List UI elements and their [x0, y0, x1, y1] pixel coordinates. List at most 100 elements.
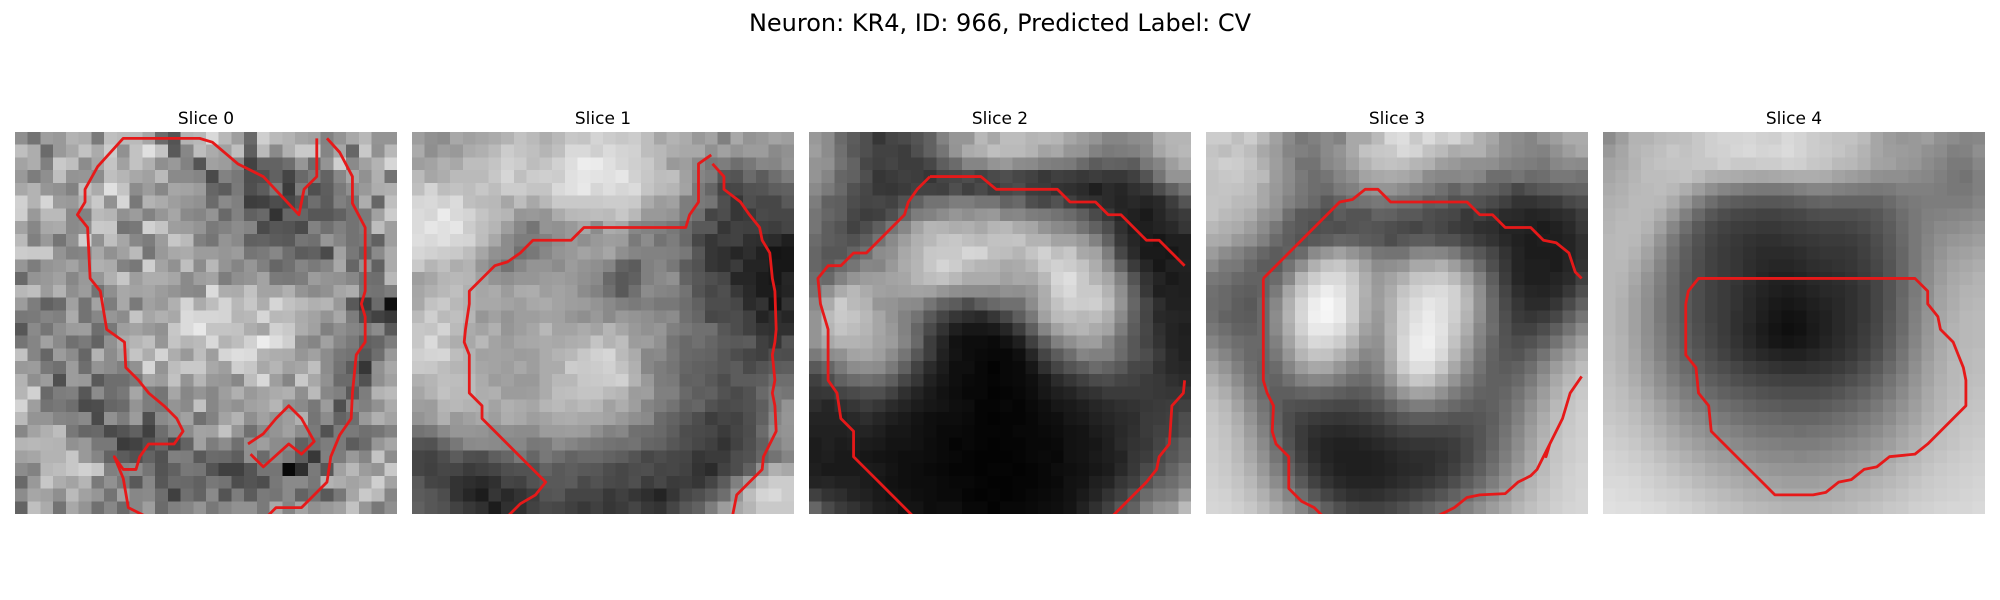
- pixel: [1603, 335, 1616, 349]
- pixel: [358, 450, 372, 464]
- pixel: [1959, 450, 1973, 464]
- pixel: [513, 475, 527, 489]
- pixel: [526, 170, 540, 184]
- pixel: [603, 450, 616, 464]
- pixel: [1422, 361, 1436, 375]
- pixel: [1603, 450, 1616, 464]
- pixel: [475, 373, 489, 387]
- pixel: [346, 144, 360, 158]
- pixel: [167, 297, 181, 311]
- pixel: [1397, 284, 1410, 298]
- pixel: [450, 373, 464, 387]
- pixel: [384, 323, 397, 336]
- pixel: [898, 170, 912, 184]
- pixel: [564, 475, 578, 489]
- pixel: [1832, 221, 1846, 235]
- pixel: [949, 233, 963, 247]
- pixel: [1730, 501, 1744, 514]
- pixel: [1089, 284, 1103, 298]
- pixel: [295, 170, 309, 184]
- pixel: [552, 259, 566, 273]
- pixel: [1244, 182, 1258, 196]
- pixel: [1409, 284, 1423, 298]
- pixel: [781, 272, 794, 286]
- pixel: [1244, 488, 1258, 502]
- pixel: [1844, 170, 1858, 184]
- pixel: [577, 195, 591, 209]
- pixel: [15, 246, 28, 260]
- pixel: [1282, 195, 1296, 209]
- pixel: [1025, 157, 1039, 171]
- pixel: [603, 335, 616, 349]
- pixel: [1794, 424, 1807, 438]
- pixel: [1231, 132, 1245, 145]
- pixel: [1025, 272, 1039, 286]
- pixel: [1641, 361, 1655, 375]
- pixel: [244, 501, 258, 514]
- pixel: [898, 463, 912, 477]
- pixel: [768, 157, 782, 171]
- pixel: [1486, 424, 1500, 438]
- pixel: [809, 323, 822, 336]
- pixel: [104, 233, 118, 247]
- pixel: [1819, 170, 1833, 184]
- pixel: [15, 463, 28, 477]
- pixel: [1358, 450, 1372, 464]
- pixel: [1972, 501, 1985, 514]
- pixel: [1012, 373, 1026, 387]
- pixel: [1679, 233, 1693, 247]
- pixel: [1460, 284, 1474, 298]
- pixel: [1575, 488, 1588, 502]
- pixel: [1524, 335, 1538, 349]
- pixel: [923, 386, 937, 400]
- pixel: [885, 170, 899, 184]
- pixel: [1511, 424, 1525, 438]
- pixel: [552, 412, 566, 426]
- pixel: [1206, 335, 1219, 349]
- pixel: [781, 297, 794, 311]
- pixel: [1524, 208, 1538, 222]
- pixel: [1498, 386, 1512, 400]
- pixel: [256, 144, 270, 158]
- pixel: [462, 272, 476, 286]
- pixel: [1730, 323, 1744, 336]
- pixel: [1537, 501, 1551, 514]
- pixel: [1653, 132, 1667, 145]
- pixel: [1256, 424, 1270, 438]
- pixel: [78, 157, 92, 171]
- pixel: [1768, 386, 1782, 400]
- pixel: [1089, 399, 1103, 413]
- pixel: [424, 323, 438, 336]
- pixel: [1524, 259, 1538, 273]
- pixel: [821, 157, 835, 171]
- pixel: [564, 412, 578, 426]
- pixel: [501, 488, 515, 502]
- pixel: [513, 488, 527, 502]
- pixel: [1832, 348, 1846, 362]
- pixel: [1218, 170, 1232, 184]
- pixel: [936, 272, 950, 286]
- pixel: [923, 297, 937, 311]
- pixel: [1025, 132, 1039, 145]
- pixel: [1641, 386, 1655, 400]
- pixel: [847, 463, 861, 477]
- pixel: [231, 386, 245, 400]
- pixel: [1244, 437, 1258, 451]
- pixel: [371, 348, 385, 362]
- pixel: [987, 386, 1001, 400]
- pixel: [116, 437, 130, 451]
- pixel: [450, 463, 464, 477]
- pixel: [526, 157, 540, 171]
- pixel: [615, 170, 629, 184]
- pixel: [1511, 297, 1525, 311]
- pixel: [180, 361, 194, 375]
- pixel: [231, 221, 245, 235]
- pixel: [231, 437, 245, 451]
- pixel: [1498, 475, 1512, 489]
- pixel: [872, 182, 886, 196]
- pixel: [218, 233, 232, 247]
- pixel: [167, 335, 181, 349]
- pixel: [384, 297, 397, 311]
- pixel: [1089, 272, 1103, 286]
- pixel: [282, 450, 296, 464]
